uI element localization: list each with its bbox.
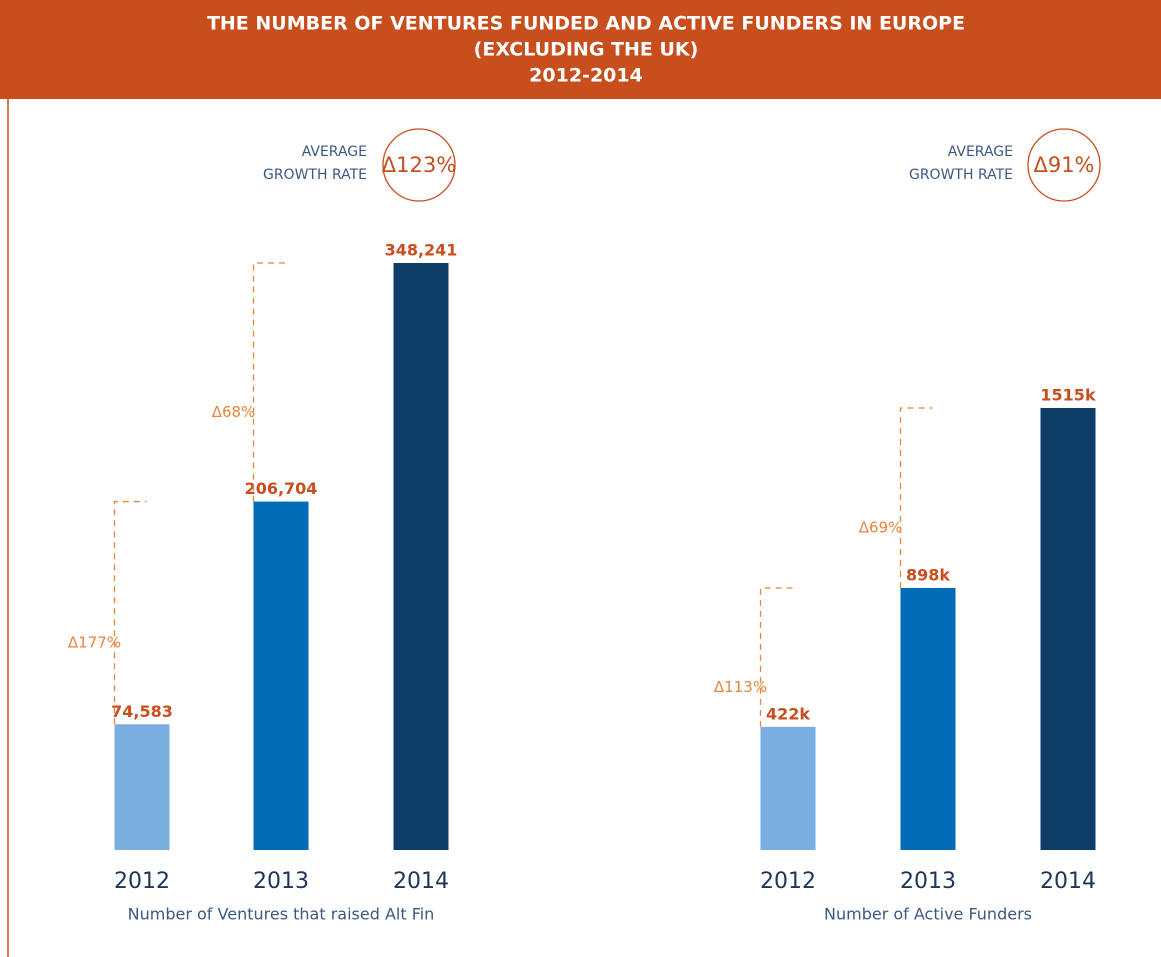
value-label: 898k [906, 566, 950, 585]
growth-bracket [759, 587, 793, 727]
average-value: Δ91% [1033, 153, 1094, 177]
average-label: AVERAGE [302, 144, 367, 160]
bar [114, 724, 170, 850]
x-axis-label: Number of Ventures that raised Alt Fin [128, 905, 435, 924]
value-label: 206,704 [245, 479, 318, 498]
bar [1040, 408, 1096, 850]
x-tick-label: 2012 [760, 869, 816, 894]
growth-label: Δ113% [714, 678, 767, 696]
growth-bracket [899, 407, 933, 589]
average-label: GROWTH RATE [909, 167, 1013, 183]
chart-title: 2012-2014 [529, 65, 643, 87]
average-label: GROWTH RATE [263, 167, 367, 183]
value-label: 74,583 [111, 702, 173, 721]
bar [393, 263, 449, 850]
x-tick-label: 2013 [900, 869, 956, 894]
growth-label: Δ69% [859, 519, 903, 537]
growth-bracket [252, 262, 286, 502]
x-tick-label: 2013 [253, 869, 309, 894]
value-label: 422k [766, 704, 810, 723]
bar [900, 588, 956, 850]
bar [253, 501, 309, 850]
bar [760, 726, 816, 850]
growth-label: Δ68% [212, 403, 256, 421]
average-circle [382, 128, 456, 202]
value-label: 1515k [1040, 386, 1096, 405]
chart-title: (EXCLUDING THE UK) [474, 39, 699, 61]
x-tick-label: 2014 [1040, 869, 1096, 894]
x-tick-label: 2012 [114, 869, 170, 894]
value-label: 348,241 [385, 241, 458, 260]
title-band [0, 0, 1161, 99]
average-value: Δ123% [382, 153, 456, 177]
x-tick-label: 2014 [393, 869, 449, 894]
x-axis-label: Number of Active Funders [824, 905, 1032, 924]
chart-title: THE NUMBER OF VENTURES FUNDED AND ACTIVE… [207, 13, 965, 35]
growth-label: Δ177% [68, 633, 121, 651]
average-label: AVERAGE [948, 144, 1013, 160]
growth-bracket [113, 500, 147, 725]
average-circle [1027, 128, 1101, 202]
